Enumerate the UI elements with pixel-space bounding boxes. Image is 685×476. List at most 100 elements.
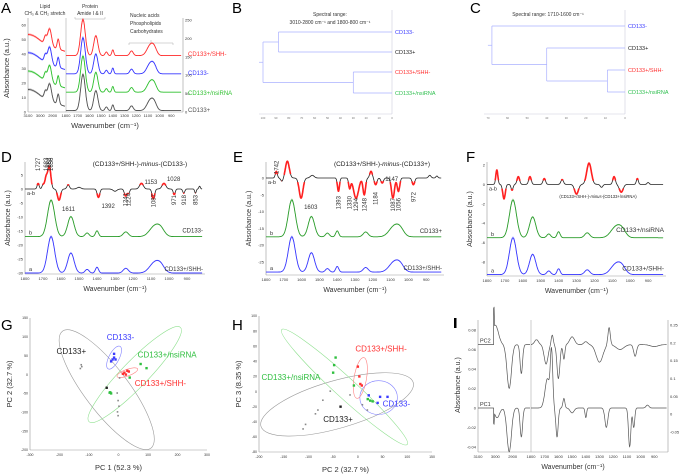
h-score-point	[329, 390, 332, 392]
h-x-tick-label: -100	[305, 455, 312, 459]
a-series-label: CD133+	[188, 108, 211, 114]
i-x-axis-label: Wavenumber (cm⁻¹)	[541, 464, 604, 471]
g-y-tick-label: 150	[22, 316, 28, 320]
d-difference-highlight	[41, 165, 53, 186]
f-x-tick-label: 1200	[590, 278, 600, 283]
a-spectrum-replicate-line	[66, 75, 182, 111]
d-y-tick-label: -20	[17, 243, 24, 248]
b-x-tick-label: 50	[326, 116, 330, 120]
h-score-point	[304, 423, 307, 426]
i-y-tick-label: -0.04	[467, 445, 477, 450]
d-peak-label: 1241	[124, 192, 130, 206]
i-x-tick-label: 1200	[609, 454, 619, 459]
f-spectrum-line	[487, 199, 664, 239]
a-series-label: CD133+/nsiRNA	[188, 91, 232, 97]
f-difference-highlight	[611, 175, 617, 181]
f-difference-highlight	[510, 188, 514, 191]
g-x-tick-label: 0	[118, 453, 120, 457]
h-y-tick-label: 60	[253, 344, 257, 348]
b-leaf-label: CD133+/nsiRNA	[395, 91, 436, 97]
g-x-axis-label: PC 1 (52.3 %)	[95, 463, 143, 472]
f-difference-highlight	[635, 177, 639, 181]
g-x-tick-label: -300	[26, 453, 33, 457]
c-x-tick-label: 70	[486, 116, 490, 120]
e-difference-highlight	[389, 181, 402, 199]
f-trace-id-a: a	[491, 269, 495, 275]
h-x-tick-label: 50	[381, 455, 385, 459]
h-score-point	[367, 394, 370, 397]
d-difference-highlight	[96, 193, 101, 199]
d-y-tick-label: -30	[17, 271, 24, 276]
g-y-tick-label: 100	[22, 335, 28, 339]
panel-label-g: G	[1, 317, 13, 334]
h-score-point	[334, 356, 337, 359]
g-score-point	[81, 365, 83, 368]
a-annotation-nucleic: Nucleic acids	[130, 13, 160, 19]
h-y-tick-label: -80	[252, 450, 257, 454]
e-spectrum-line	[266, 236, 442, 273]
i-series-label: PC1	[480, 402, 491, 408]
a-annotation-carbohydrates: Carbohydrates	[130, 29, 163, 35]
e-difference-highlight	[373, 181, 378, 186]
g-y-axis-label: PC 2 (32.7 %)	[5, 360, 14, 408]
g-score-point	[116, 411, 119, 413]
b-leaf-label: CD133+/SHH-	[395, 70, 430, 76]
g-x-tick-label: 100	[145, 453, 151, 457]
g-score-point	[139, 362, 142, 366]
g-y-tick-label: -200	[21, 448, 28, 452]
e-x-tick-label: 1200	[368, 277, 378, 282]
g-y-tick-label: 50	[24, 354, 28, 358]
c-leaf-label: CD133+/SHH-	[628, 68, 663, 74]
g-score-point	[128, 376, 131, 379]
h-score-point	[352, 384, 356, 387]
f-y-tick-label: -4	[481, 221, 485, 226]
h-score-point	[331, 371, 335, 374]
a-spectrum-line	[28, 83, 66, 107]
h-group-label: CD133+/nsiRNA	[261, 373, 321, 382]
h-group-label: CD133+/SHH-	[355, 345, 407, 354]
e-trace-label: CD133+/SHH-	[403, 266, 442, 272]
d-trace-label: CD133-	[182, 229, 203, 235]
h-y-tick-label: 20	[253, 375, 257, 379]
a-y-tick-label: 30	[22, 66, 27, 71]
e-x-tick-label: 1400	[333, 277, 343, 282]
d-peak-label: 1727	[36, 157, 42, 171]
g-group-label: CD133+/nsiRNA	[138, 351, 198, 360]
b-x-tick-label: 80	[287, 116, 291, 120]
h-score-point	[339, 405, 342, 408]
g-score-point	[109, 360, 113, 363]
a-annotation-phospholipids: Phospholipids	[130, 21, 162, 27]
h-score-point	[359, 382, 362, 386]
a-spectrum-line	[28, 28, 66, 52]
d-x-tick-label: 1800	[21, 276, 31, 281]
g-group-label: CD133+	[57, 347, 87, 356]
f-x-tick-label: 1100	[608, 278, 617, 283]
h-group-label: CD133+	[323, 415, 353, 424]
g-y-tick-label: -100	[21, 410, 28, 414]
a-y-axis-label: Absorbance (a.u.)	[2, 38, 11, 98]
g-score-point	[111, 358, 114, 361]
e-y-tick-label: -15	[258, 226, 265, 231]
g-score-point	[145, 366, 148, 370]
b-x-tick-label: 90	[274, 116, 278, 120]
d-difference-highlight	[66, 184, 70, 186]
i-y-tick-label: -0.02	[467, 425, 477, 430]
g-score-point	[116, 392, 119, 394]
panel-label-a: A	[1, 0, 11, 17]
d-difference-highlight	[139, 182, 144, 186]
h-y-tick-label: 0	[255, 390, 257, 394]
i-x-tick-label: 3100	[474, 454, 484, 459]
h-score-point	[322, 399, 324, 402]
a-x-tick-label: 1200	[132, 113, 142, 118]
c-leaf-label: CD133+/nsiRNA	[628, 90, 669, 96]
h-score-point	[358, 375, 361, 378]
f-difference-highlight	[515, 175, 521, 182]
h-score-point	[378, 395, 382, 399]
e-difference-highlight	[368, 170, 374, 175]
h-y-tick-label: 40	[253, 360, 257, 364]
d-y-tick-label: 0	[21, 187, 24, 192]
a-spectrum-replicate-line	[28, 29, 66, 52]
e-difference-highlight	[336, 181, 341, 192]
e-x-axis-label: Wavenumber (cm⁻¹)	[323, 287, 386, 294]
a-y-tick-label: 40	[22, 52, 27, 57]
